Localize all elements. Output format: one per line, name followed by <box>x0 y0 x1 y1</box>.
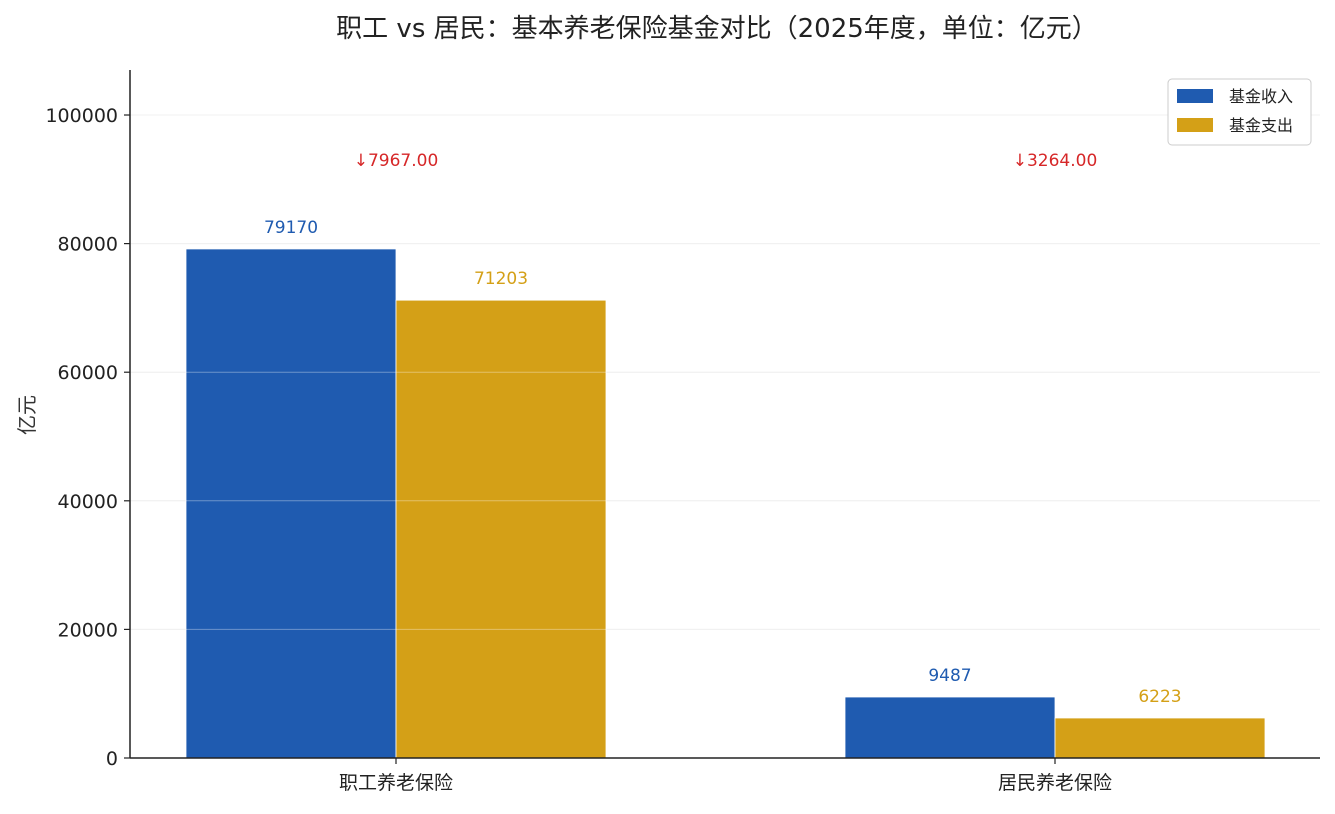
y-tick-label: 20000 <box>58 619 118 641</box>
bar-income-0 <box>185 248 397 759</box>
y-axis-label: 亿元 <box>15 395 39 435</box>
y-tick-label: 80000 <box>58 234 118 256</box>
x-tick-label: 职工养老保险 <box>339 772 453 794</box>
bar-expense-1 <box>1054 717 1266 759</box>
legend-swatch-expense <box>1177 118 1213 132</box>
bars <box>130 114 1320 759</box>
bar-expense-0 <box>395 299 607 759</box>
axes: 0 20000 40000 60000 80000 100000 职工养老保险 居民养老保险 <box>45 70 1320 794</box>
legend-label-income: 基金收入 <box>1229 87 1293 106</box>
data-label-expense: 71203 <box>474 269 528 289</box>
y-tick-label: 0 <box>106 748 118 770</box>
x-tick-label: 居民养老保险 <box>998 772 1112 794</box>
chart-title: 职工 vs 居民：基本养老保险基金对比（2025年度，单位：亿元） <box>336 14 1098 44</box>
data-labels: 79170 9487 71203 6223 ↓7967.00 ↓3264.00 <box>264 151 1182 707</box>
y-tick-label: 40000 <box>58 491 118 513</box>
data-label-expense: 6223 <box>1138 687 1181 707</box>
y-tick-label: 60000 <box>58 362 118 384</box>
legend-label-expense: 基金支出 <box>1229 116 1293 135</box>
bar-income-1 <box>844 696 1056 759</box>
y-tick-label: 100000 <box>45 105 118 127</box>
legend-swatch-income <box>1177 89 1213 103</box>
data-label-income: 9487 <box>928 666 971 686</box>
difference-annotation: ↓7967.00 <box>354 151 439 171</box>
difference-annotation: ↓3264.00 <box>1013 151 1098 171</box>
data-label-income: 79170 <box>264 218 318 238</box>
